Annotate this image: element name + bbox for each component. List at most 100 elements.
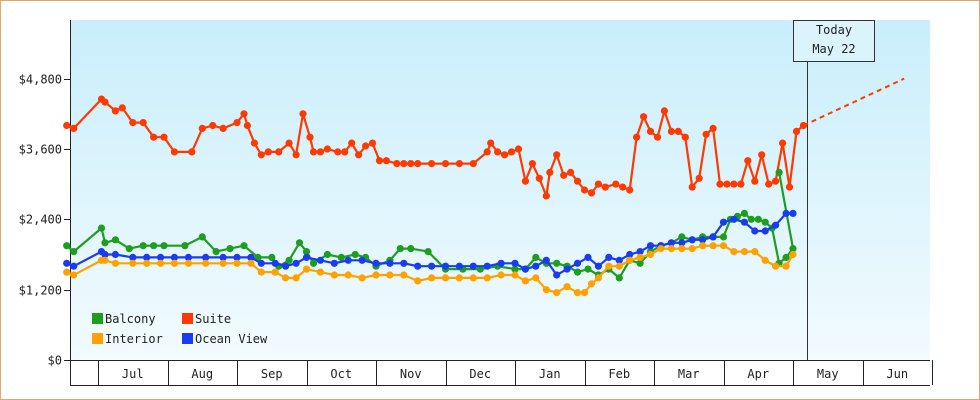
suite-point (535, 174, 543, 182)
ocean-view-point (740, 218, 749, 226)
suite-point (633, 133, 641, 141)
suite-point (316, 148, 324, 156)
interior-point (761, 256, 769, 264)
interior-point (400, 271, 408, 279)
suite-point (285, 139, 293, 147)
interior-point (257, 268, 265, 276)
suite-point (744, 157, 752, 165)
balcony-point (323, 250, 331, 259)
balcony-point (150, 242, 158, 250)
ocean-view-point (646, 242, 655, 250)
legend-item-interior[interactable]: Interior (92, 332, 163, 346)
suite-point (646, 127, 655, 135)
suite-point (660, 107, 669, 115)
interior-point (615, 262, 623, 270)
suite-point (240, 110, 248, 118)
suite-point (785, 183, 794, 191)
suite-point (393, 160, 401, 168)
suite-point (501, 151, 509, 159)
month-label: Dec (469, 367, 491, 381)
balcony-point (198, 233, 206, 241)
ocean-view-point (678, 239, 686, 247)
legend-item-ocean-view[interactable]: Ocean View (182, 332, 267, 346)
balcony-point (295, 239, 304, 247)
ocean-view-point (761, 227, 769, 235)
balcony-point (226, 245, 234, 253)
ocean-view-point (594, 262, 603, 270)
suite-point (601, 183, 609, 191)
ocean-view-point (772, 221, 780, 229)
suite-point (348, 139, 356, 147)
interior-point (386, 271, 394, 279)
suite-point (170, 148, 178, 156)
ocean-view-point (751, 227, 759, 235)
interior-point (316, 268, 324, 276)
ocean-view-point (782, 209, 790, 217)
suite-projection-line (803, 77, 905, 127)
suite-point (264, 148, 272, 156)
suite-point (772, 177, 780, 185)
y-tick-label: $0 (48, 354, 62, 368)
interior-point (573, 289, 582, 297)
interior-point (646, 250, 655, 259)
suite-point (160, 133, 168, 141)
interior-point (63, 268, 71, 276)
ocean-view-point (667, 239, 676, 247)
suite-point (323, 145, 331, 153)
ocean-view-point (789, 209, 797, 217)
suite-point (779, 139, 787, 147)
suite-point (129, 119, 137, 127)
balcony-point (511, 265, 519, 273)
month-label: Aug (191, 367, 213, 381)
today-date: May 22 (812, 42, 856, 56)
ocean-view-point (233, 253, 241, 261)
suite-point (309, 148, 318, 156)
ocean-view-point (143, 253, 151, 261)
interior-point (542, 286, 550, 294)
suite-point (243, 121, 251, 130)
balcony-point (615, 274, 623, 282)
balcony-point (181, 242, 189, 250)
suite-point (587, 189, 596, 197)
ocean-view-point (719, 218, 728, 226)
ocean-view-point (521, 265, 530, 273)
suite-point (553, 151, 561, 159)
suite-point (306, 133, 314, 141)
suite-point (219, 124, 227, 132)
interior-point (587, 280, 596, 288)
ocean-view-point (247, 253, 255, 261)
interior-point (271, 268, 279, 276)
interior-point (699, 242, 707, 250)
suite-point (299, 110, 307, 118)
ocean-view-point (615, 256, 623, 264)
interior-point (157, 259, 165, 267)
suite-point (455, 160, 463, 168)
suite-point (653, 133, 662, 141)
ocean-view-point (709, 233, 717, 241)
interior-point (428, 274, 436, 282)
interior-point (636, 253, 644, 261)
y-tick-label: $1,200 (19, 284, 62, 298)
interior-point (70, 271, 78, 279)
ocean-view-point (605, 253, 613, 261)
legend-swatch (182, 333, 193, 344)
legend-item-suite[interactable]: Suite (182, 312, 231, 326)
ocean-view-point (257, 259, 265, 267)
ocean-view-point (282, 262, 290, 270)
suite-point (355, 151, 363, 159)
ocean-view-point (157, 253, 165, 261)
interior-point (772, 262, 780, 270)
suite-point (507, 148, 516, 156)
ocean-view-point (428, 262, 436, 270)
ocean-view-point (316, 256, 324, 264)
interior-point (789, 250, 797, 259)
ocean-view-point (455, 262, 463, 270)
ocean-view-point (441, 262, 450, 270)
ocean-view-point (699, 236, 707, 244)
suite-point (688, 183, 696, 191)
interior-point (553, 289, 561, 297)
legend-item-balcony[interactable]: Balcony (92, 312, 156, 326)
suite-point (428, 160, 436, 168)
interior-point (740, 248, 749, 256)
